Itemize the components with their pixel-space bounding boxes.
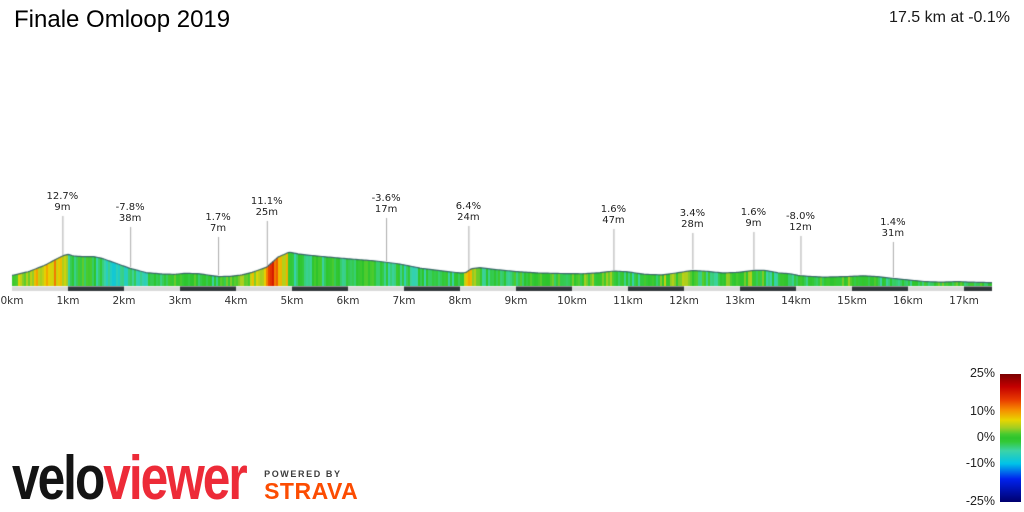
annotation-height: 9m <box>54 202 71 213</box>
km-tick-label: 8km <box>448 295 472 307</box>
annotation-height: 31m <box>881 228 905 239</box>
legend-tick-label: -25% <box>965 494 995 508</box>
annotation-grade: -7.8% <box>115 202 145 213</box>
legend-tick-label: 10% <box>969 404 995 419</box>
veloviewer-logo: veloviewer POWERED BY STRAVA <box>12 448 358 510</box>
strava-attribution: POWERED BY STRAVA <box>264 469 358 507</box>
route-summary: 17.5 km at -0.1% <box>889 9 1010 26</box>
gradient-annotation: 3.4% 28m <box>657 208 727 230</box>
km-tick-label: 6km <box>336 295 360 307</box>
gradient-annotation: -8.0% 12m <box>765 211 835 233</box>
gradient-annotation: 1.7% 7m <box>183 212 253 234</box>
annotation-height: 17m <box>374 204 398 215</box>
annotation-height: 24m <box>457 212 480 223</box>
km-tick-label: 1km <box>56 295 80 307</box>
gradient-annotation: -3.6% 17m <box>351 193 421 215</box>
km-tick-label: 12km <box>669 295 699 307</box>
km-tick-label: 2km <box>112 295 136 307</box>
annotation-height: 38m <box>118 213 142 224</box>
km-tick-label: 4km <box>224 295 248 307</box>
annotation-grade: 1.4% <box>880 217 906 228</box>
brand-velo: velo <box>12 444 105 512</box>
km-tick-label: 14km <box>781 295 811 307</box>
km-tick-label: 0km <box>0 295 24 307</box>
km-tick-label: 7km <box>392 295 416 307</box>
gradient-annotation: 11.1% 25m <box>232 196 302 218</box>
page-title: Finale Omloop 2019 <box>14 6 231 33</box>
km-tick-label: 16km <box>893 295 923 307</box>
brand-viewer: viewer <box>103 444 247 512</box>
annotation-grade: 1.6% <box>740 207 767 218</box>
km-tick-label: 15km <box>837 295 867 307</box>
gradient-annotation: 6.4% 24m <box>433 201 503 223</box>
annotation-height: 25m <box>255 207 279 218</box>
gradient-annotation: 12.7% 9m <box>27 191 97 213</box>
annotation-height: 9m <box>745 218 762 229</box>
veloviewer-wordmark: veloviewer <box>12 448 248 510</box>
legend-tick-label: -10% <box>965 455 995 470</box>
gradient-annotation: 1.6% 9m <box>718 207 788 229</box>
annotation-grade: 6.4% <box>455 201 482 212</box>
km-tick-label: 13km <box>725 295 755 307</box>
km-tick-label: 5km <box>280 295 304 307</box>
annotation-grade: 11.1% <box>250 196 283 207</box>
km-tick-label: 9km <box>504 295 528 307</box>
legend-tick-label: 25% <box>969 366 995 380</box>
annotation-height: 7m <box>210 223 227 234</box>
annotation-grade: 1.7% <box>205 212 231 223</box>
km-tick-label: 11km <box>613 295 643 307</box>
km-tick-label: 3km <box>168 295 192 307</box>
annotation-grade: -8.0% <box>785 211 815 222</box>
annotation-grade: 1.6% <box>600 204 627 215</box>
annotation-height: 12m <box>789 222 812 233</box>
annotation-grade: 3.4% <box>679 208 706 219</box>
annotation-height: 28m <box>681 219 704 230</box>
annotation-grade: -3.6% <box>371 193 401 204</box>
gradient-annotation: -7.8% 38m <box>95 202 165 224</box>
strava-wordmark: STRAVA <box>264 478 359 504</box>
km-tick-label: 17km <box>949 295 979 307</box>
powered-by-label: POWERED BY <box>264 469 342 479</box>
annotation-grade: 12.7% <box>46 191 79 202</box>
annotation-height: 47m <box>602 215 625 226</box>
gradient-legend-bar <box>1000 374 1021 502</box>
km-tick-label: 10km <box>557 295 587 307</box>
legend-tick-label: 0% <box>976 430 995 444</box>
gradient-annotation: 1.6% 47m <box>578 204 648 226</box>
gradient-annotation: 1.4% 31m <box>858 217 928 239</box>
